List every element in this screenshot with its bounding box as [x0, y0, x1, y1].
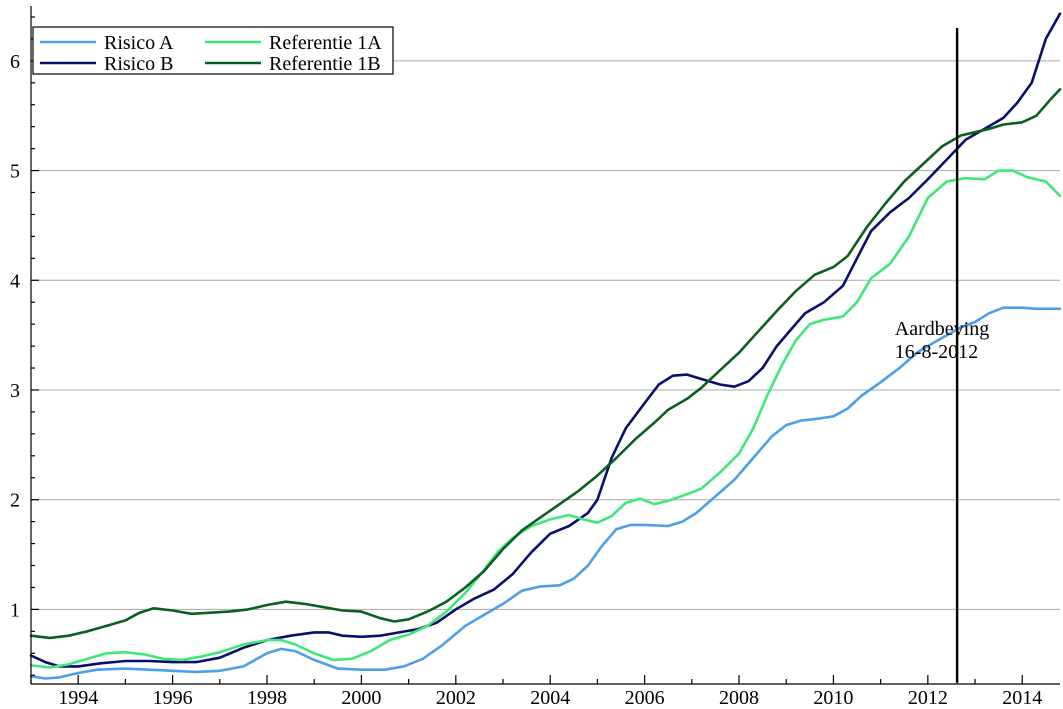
x-tick-label-2000: 2000 [341, 687, 381, 709]
annotation-line-2: 16-8-2012 [895, 341, 978, 363]
x-tick-label-2012: 2012 [908, 687, 948, 709]
legend-box [32, 26, 394, 75]
annotation-line-1: Aardbeving [895, 318, 989, 340]
y-tick-label-1: 1 [10, 599, 20, 621]
x-tick-label-2002: 2002 [436, 687, 476, 709]
series-line-0 [29, 306, 1062, 680]
legend-label-2: Referentie 1A [269, 32, 382, 54]
legend-label-1: Risico B [104, 53, 173, 75]
x-tick-label-1998: 1998 [247, 687, 287, 709]
x-tick-label-2004: 2004 [530, 687, 570, 709]
series-line-1 [29, 12, 1062, 668]
axes [30, 6, 1060, 685]
y-tick-label-4: 4 [10, 270, 20, 292]
legend-label-3: Referentie 1B [269, 53, 381, 75]
x-tick-label-2006: 2006 [625, 687, 665, 709]
legend: Risico A Referentie 1A Risico B Referentie … [32, 26, 394, 75]
legend-label-0: Risico A [104, 32, 174, 54]
y-tick-label-5: 5 [10, 161, 20, 183]
x-tick-label-2008: 2008 [719, 687, 759, 709]
earthquake-annotation: Aardbeving 16-8-2012 [895, 318, 989, 363]
x-tick-label-2010: 2010 [813, 687, 853, 709]
y-tick-label-3: 3 [10, 380, 20, 402]
x-axis-ticks: 1994 1996 1998 2000 2002 2004 2006 2008 2010 2012… [30, 675, 1042, 709]
y-tick-label-6: 6 [10, 51, 20, 73]
x-tick-label-2014: 2014 [1002, 687, 1042, 709]
y-tick-label-2: 2 [10, 490, 20, 512]
x-tick-label-1994: 1994 [58, 687, 98, 709]
series-line-3 [29, 88, 1062, 640]
y-axis-ticks: 1 2 3 4 5 6 [10, 16, 39, 676]
series-lines [29, 12, 1062, 680]
series-line-2 [29, 169, 1062, 669]
x-tick-label-1996: 1996 [153, 687, 193, 709]
